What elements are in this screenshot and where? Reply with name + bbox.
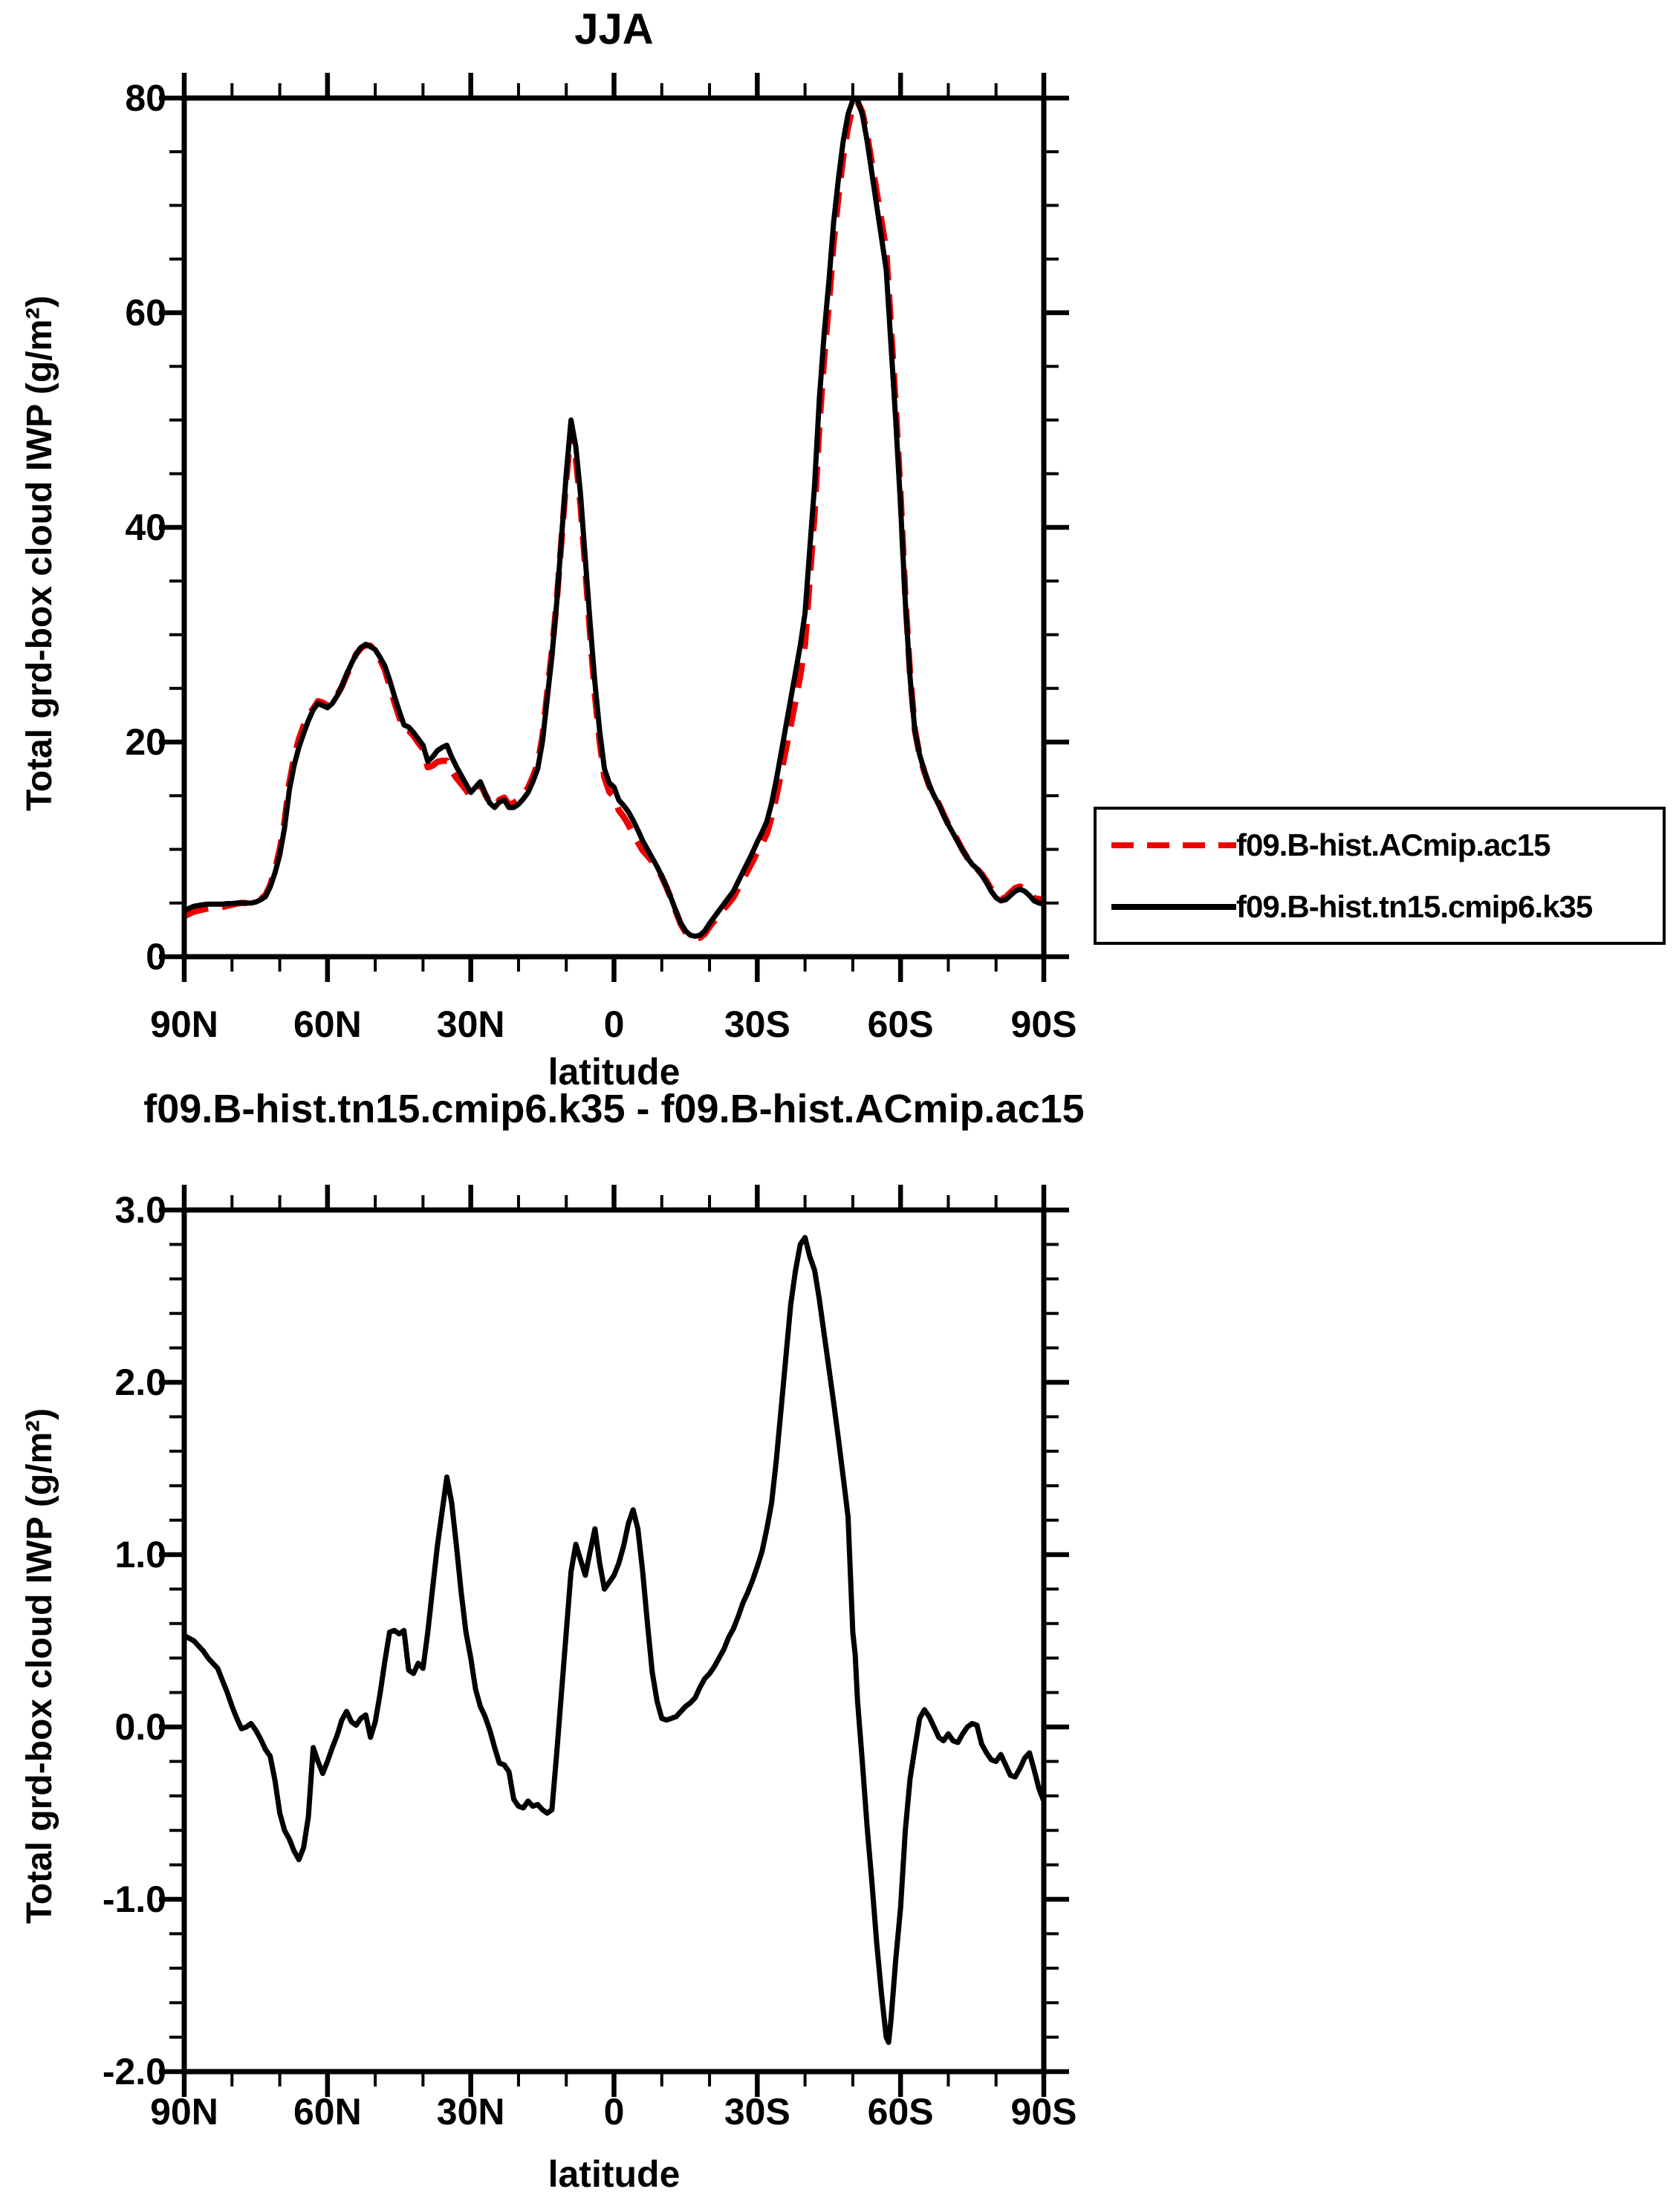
top-tick-labels: 90N 60N 30N 0 30S 60S 90S 0 20 40 60 80 <box>125 77 1076 1045</box>
x-tick-label: 90S <box>1011 2091 1077 2133</box>
bottom-ticks <box>159 1185 1069 2097</box>
x-tick-label: 60S <box>868 1003 934 1045</box>
x-tick-label: 90N <box>150 2091 218 2133</box>
x-tick-label: 30S <box>724 1003 790 1045</box>
y-tick-label: 2.0 <box>114 1362 166 1403</box>
curve-tn15 <box>183 95 1045 939</box>
curve-acmip <box>183 98 1045 942</box>
top-panel: 90N 60N 30N 0 30S 60S 90S 0 20 40 60 80 <box>125 73 1076 1045</box>
legend-label: f09.B-hist.tn15.cmip6.k35 <box>1236 888 1593 924</box>
x-tick-label: 30N <box>437 2091 505 2133</box>
top-curves <box>183 95 1045 942</box>
y-tick-label: 40 <box>125 507 166 548</box>
bottom-x-axis-title: latitude <box>548 2153 681 2195</box>
bottom-panel: 90N 60N 30N 0 30S 60S 90S -2.0 -1.0 0.0 1.0 2.0 3.0 <box>103 1185 1077 2133</box>
curve-diff <box>183 1235 1047 2046</box>
top-panel-title: JJA <box>574 5 654 53</box>
legend-item-tn15: f09.B-hist.tn15.cmip6.k35 <box>1097 885 1663 929</box>
x-tick-label: 0 <box>604 1003 625 1045</box>
x-tick-label: 30S <box>724 2091 790 2133</box>
y-tick-label: 0.0 <box>114 1706 166 1748</box>
y-tick-label: 80 <box>125 77 166 119</box>
top-plot-frame <box>181 95 1047 960</box>
black-solid-line-sample <box>1111 903 1236 910</box>
bottom-tick-labels: 90N 60N 30N 0 30S 60S 90S -2.0 -1.0 0.0 1.0 2.0 3.0 <box>103 1189 1077 2133</box>
x-tick-label: 30N <box>437 1003 505 1045</box>
bottom-panel-title: f09.B-hist.tn15.cmip6.k35 - f09.B-hist.A… <box>143 1087 1085 1131</box>
top-y-axis-title: Total grd-box cloud IWP (g/m²) <box>20 295 59 811</box>
y-tick-label: 20 <box>125 721 166 763</box>
red-dashed-line-sample <box>1111 842 1236 848</box>
legend-label: f09.B-hist.ACmip.ac15 <box>1236 827 1550 862</box>
y-tick-label: -2.0 <box>103 2051 166 2092</box>
bottom-plot-frame <box>181 1207 1047 2075</box>
legend-box: f09.B-hist.ACmip.ac15 f09.B-hist.tn15.cm… <box>1094 807 1666 945</box>
y-tick-label: -1.0 <box>103 1878 166 1920</box>
bottom-y-axis-title: Total grd-box cloud IWP (g/m²) <box>20 1408 59 1924</box>
top-x-axis-title: latitude <box>548 1051 681 1093</box>
x-tick-label: 90N <box>150 1003 218 1045</box>
y-tick-label: 0 <box>146 936 166 977</box>
top-ticks <box>159 73 1069 982</box>
y-tick-label: 60 <box>125 292 166 334</box>
y-tick-label: 1.0 <box>114 1534 166 1575</box>
bottom-curves <box>183 1235 1047 2046</box>
x-tick-label: 90S <box>1011 1003 1077 1045</box>
x-tick-label: 60N <box>293 2091 362 2133</box>
x-tick-label: 0 <box>604 2091 625 2133</box>
legend-item-acmip: f09.B-hist.ACmip.ac15 <box>1097 823 1663 868</box>
y-tick-label: 3.0 <box>114 1189 166 1231</box>
x-tick-label: 60N <box>293 1003 362 1045</box>
x-tick-label: 60S <box>868 2091 934 2133</box>
